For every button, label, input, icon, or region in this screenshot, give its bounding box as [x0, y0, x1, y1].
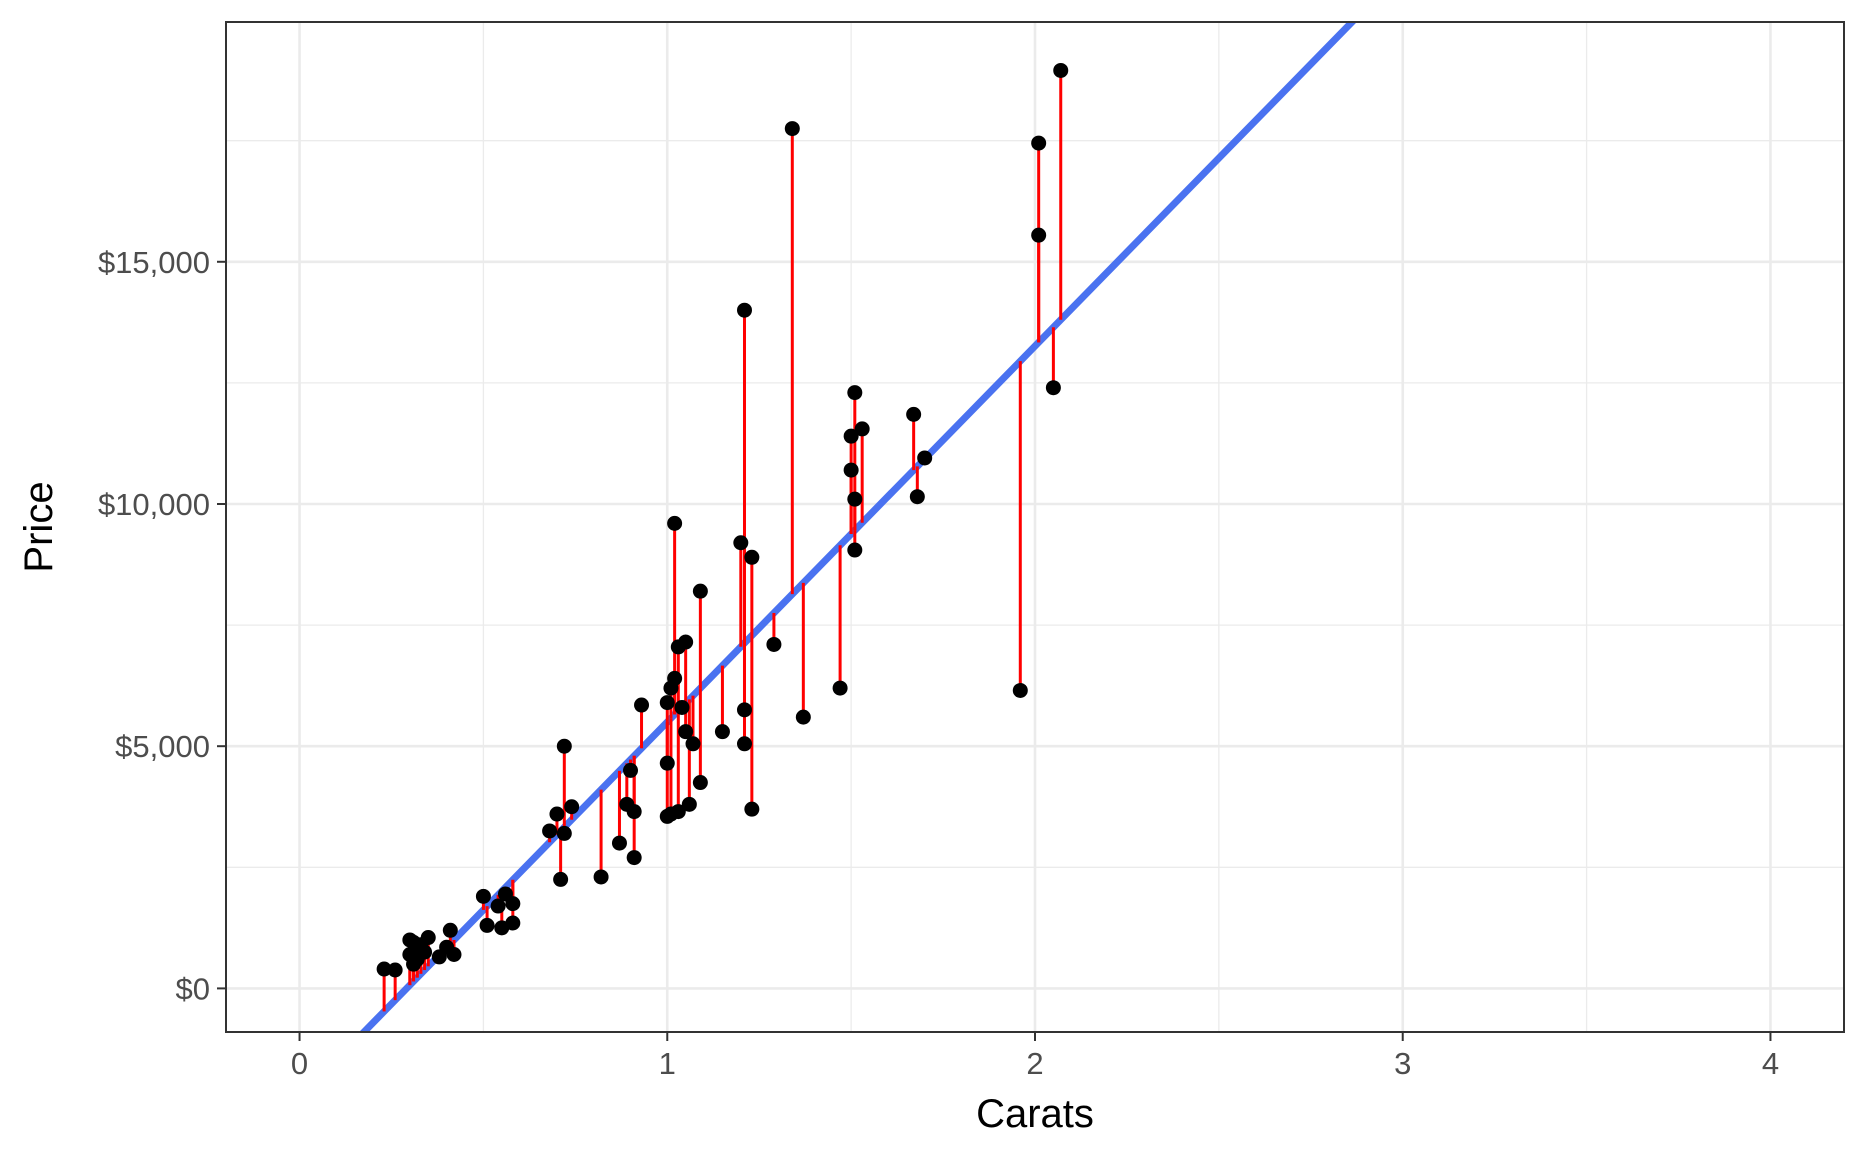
data-point	[659, 755, 675, 771]
data-point	[626, 804, 642, 820]
data-point	[744, 801, 760, 817]
data-point	[611, 835, 627, 851]
x-tick-label: 2	[1026, 1046, 1043, 1081]
data-point	[736, 736, 752, 752]
data-point	[1031, 135, 1047, 151]
data-point	[667, 515, 683, 531]
data-point	[1031, 227, 1047, 243]
data-point	[692, 775, 708, 791]
data-point	[685, 736, 701, 752]
data-point	[766, 636, 782, 652]
data-point	[505, 896, 521, 912]
plot-area	[359, 22, 1357, 1032]
data-point	[906, 406, 922, 422]
data-point	[847, 385, 863, 401]
data-point	[659, 695, 675, 711]
y-tick-label: $5,000	[115, 729, 210, 764]
data-point	[795, 709, 811, 725]
data-point	[387, 962, 403, 978]
data-point	[1045, 380, 1061, 396]
x-tick-label: 1	[659, 1046, 676, 1081]
data-point	[917, 450, 933, 466]
data-point	[847, 542, 863, 558]
data-point	[1053, 62, 1069, 78]
data-point	[714, 724, 730, 740]
x-tick-label: 3	[1394, 1046, 1411, 1081]
data-point	[733, 535, 749, 551]
x-axis-title: Carats	[976, 1092, 1094, 1136]
data-point	[847, 491, 863, 507]
y-axis: $0 $5,000 $10,000 $15,000	[98, 245, 226, 1006]
data-point	[744, 549, 760, 565]
data-point	[674, 699, 690, 715]
data-point	[692, 583, 708, 599]
regression-line	[359, 22, 1357, 1032]
data-point	[553, 871, 569, 887]
data-point	[1012, 682, 1028, 698]
data-points	[376, 62, 1069, 978]
data-point	[736, 702, 752, 718]
y-tick-label: $10,000	[98, 487, 210, 522]
data-point	[417, 944, 433, 960]
x-tick-label: 0	[291, 1046, 308, 1081]
data-point	[854, 421, 870, 437]
x-axis: 0 1 2 3 4	[291, 1032, 1779, 1081]
data-point	[626, 850, 642, 866]
residual-segments	[382, 70, 1063, 1012]
data-point	[670, 804, 686, 820]
data-point	[475, 888, 491, 904]
data-point	[681, 796, 697, 812]
data-point	[564, 799, 580, 815]
data-point	[667, 670, 683, 686]
y-tick-label: $15,000	[98, 245, 210, 280]
data-point	[678, 634, 694, 650]
data-point	[442, 922, 458, 938]
data-point	[549, 806, 565, 822]
data-point	[678, 724, 694, 740]
data-point	[446, 946, 462, 962]
data-point	[784, 121, 800, 137]
data-point	[556, 825, 572, 841]
data-point	[490, 898, 506, 914]
data-point	[376, 961, 392, 977]
data-point	[542, 823, 558, 839]
x-tick-label: 4	[1762, 1046, 1779, 1081]
data-point	[420, 930, 436, 946]
major-gridlines	[226, 22, 1844, 1032]
data-point	[623, 762, 638, 778]
y-axis-title: Price	[17, 481, 61, 572]
data-point	[909, 489, 925, 505]
data-point	[832, 680, 848, 696]
data-point	[593, 869, 609, 885]
data-point	[634, 697, 650, 713]
data-point	[505, 915, 521, 931]
data-point	[843, 428, 859, 444]
y-tick-label: $0	[176, 971, 210, 1006]
data-point	[556, 738, 572, 754]
data-point	[843, 462, 859, 478]
data-point	[736, 302, 752, 318]
data-point	[479, 917, 495, 933]
